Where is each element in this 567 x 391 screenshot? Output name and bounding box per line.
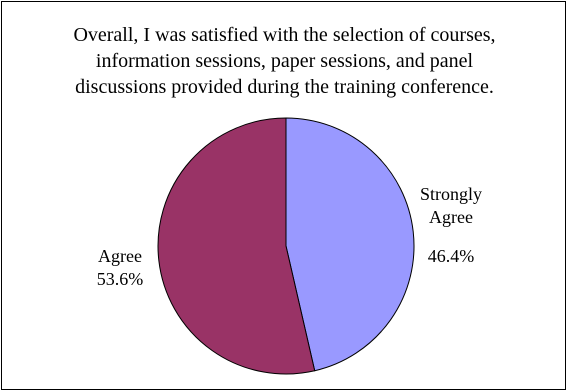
slice-value-agree: 53.6% <box>97 269 144 289</box>
pie-slice-strongly-agree <box>285 117 415 372</box>
pie-slice-agree <box>157 117 316 375</box>
chart-title-line-1: Overall, I was satisfied with the select… <box>73 24 496 46</box>
slice-value-strongly-agree: 46.4% <box>428 246 475 266</box>
pie-slices <box>157 117 415 375</box>
slice-label-strongly-agree-line-2: Agree <box>429 207 473 227</box>
chart-title: Overall, I was satisfied with the select… <box>2 22 567 100</box>
slice-label-strongly-agree-line-1: Strongly <box>420 184 482 204</box>
chart-title-line-3: discussions provided during the training… <box>75 76 494 98</box>
chart-title-line-2: information sessions, paper sessions, an… <box>95 50 474 72</box>
slice-label-agree: Agree <box>98 246 142 266</box>
